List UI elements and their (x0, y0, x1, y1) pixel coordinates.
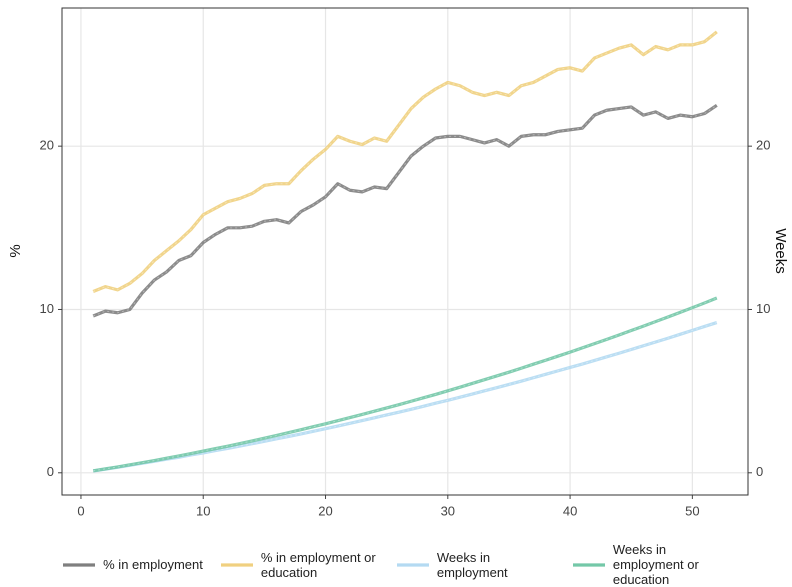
x-tick-label: 50 (685, 503, 699, 518)
legend-item: % in employment (61, 542, 203, 587)
y-tick-label: 0 (47, 464, 54, 479)
series-line (92, 104, 718, 318)
y2-axis-title: Weeks (772, 228, 789, 274)
y2-tick-label: 10 (756, 301, 770, 316)
legend-label: Weeks in employment or education (612, 542, 699, 587)
x-tick-label: 20 (318, 503, 332, 518)
x-tick-label: 40 (563, 503, 577, 518)
series-line-texture (92, 31, 718, 292)
legend-item: % in employment or education (219, 542, 379, 587)
legend-key (396, 562, 429, 567)
y-tick-label: 20 (40, 138, 54, 153)
legend-item: Weeks in employment or education (571, 542, 731, 587)
plot-background (62, 8, 748, 495)
legend: % in employment % in employment or educat… (0, 542, 792, 587)
series-line-texture (92, 104, 718, 317)
legend-item: Weeks in employment (395, 542, 555, 587)
legend-key (63, 562, 96, 567)
series-line-texture (93, 322, 717, 472)
x-tick-label: 10 (196, 503, 210, 518)
y2-tick-label: 20 (756, 138, 770, 153)
series-line (92, 296, 718, 473)
chart: % Weeks 0 10 20 0 10 20 0 10 20 30 40 50 (7, 7, 789, 518)
y2-tick-label: 0 (756, 464, 763, 479)
x-tick-label: 0 (77, 503, 84, 518)
legend-label: % in employment (103, 557, 203, 572)
legend-key (220, 562, 253, 567)
y-axis-title: % (7, 244, 24, 257)
legend-key (572, 562, 605, 567)
legend-label: % in employment or education (260, 549, 376, 580)
series-line-texture (93, 297, 718, 472)
x-tick-label: 30 (441, 503, 455, 518)
y-tick-label: 10 (40, 301, 54, 316)
series-line (92, 321, 718, 473)
legend-label: Weeks in employment (436, 549, 508, 580)
plot-border (61, 7, 749, 496)
series-line (92, 30, 718, 293)
